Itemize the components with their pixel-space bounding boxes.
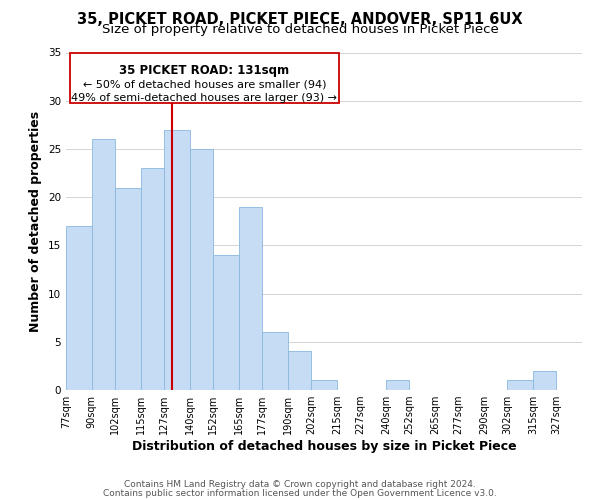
- FancyBboxPatch shape: [70, 52, 339, 102]
- Bar: [164, 130, 190, 390]
- Bar: [213, 255, 239, 390]
- X-axis label: Distribution of detached houses by size in Picket Piece: Distribution of detached houses by size …: [131, 440, 517, 453]
- Y-axis label: Number of detached properties: Number of detached properties: [29, 110, 43, 332]
- Text: 35 PICKET ROAD: 131sqm: 35 PICKET ROAD: 131sqm: [119, 64, 289, 77]
- Bar: [386, 380, 409, 390]
- Text: 49% of semi-detached houses are larger (93) →: 49% of semi-detached houses are larger (…: [71, 93, 337, 103]
- Bar: [288, 352, 311, 390]
- Text: Contains HM Land Registry data © Crown copyright and database right 2024.: Contains HM Land Registry data © Crown c…: [124, 480, 476, 489]
- Bar: [311, 380, 337, 390]
- Text: ← 50% of detached houses are smaller (94): ← 50% of detached houses are smaller (94…: [83, 80, 326, 90]
- Bar: [140, 168, 164, 390]
- Text: Contains public sector information licensed under the Open Government Licence v3: Contains public sector information licen…: [103, 488, 497, 498]
- Bar: [508, 380, 533, 390]
- Text: Size of property relative to detached houses in Picket Piece: Size of property relative to detached ho…: [101, 22, 499, 36]
- Bar: [115, 188, 140, 390]
- Bar: [239, 207, 262, 390]
- Bar: [533, 370, 556, 390]
- Text: 35, PICKET ROAD, PICKET PIECE, ANDOVER, SP11 6UX: 35, PICKET ROAD, PICKET PIECE, ANDOVER, …: [77, 12, 523, 26]
- Bar: [190, 149, 213, 390]
- Bar: [92, 140, 115, 390]
- Bar: [262, 332, 288, 390]
- Bar: [66, 226, 92, 390]
